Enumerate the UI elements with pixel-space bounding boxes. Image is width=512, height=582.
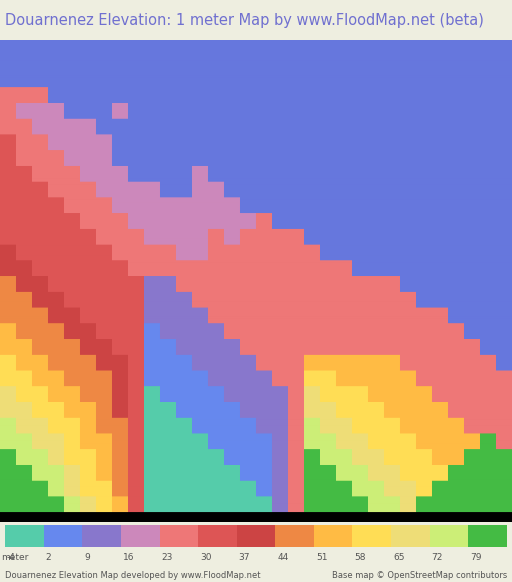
Text: 79: 79 xyxy=(470,552,482,562)
Text: 37: 37 xyxy=(239,552,250,562)
Bar xyxy=(314,525,352,547)
Bar xyxy=(82,525,121,547)
Text: 65: 65 xyxy=(393,552,404,562)
Text: 51: 51 xyxy=(316,552,327,562)
Bar xyxy=(121,525,160,547)
Bar xyxy=(44,525,82,547)
Bar xyxy=(5,525,44,547)
Bar xyxy=(198,525,237,547)
Text: 30: 30 xyxy=(200,552,211,562)
Text: 58: 58 xyxy=(354,552,366,562)
Text: Douarnenez Elevation Map developed by www.FloodMap.net: Douarnenez Elevation Map developed by ww… xyxy=(5,571,261,580)
Bar xyxy=(237,525,275,547)
Text: Base map © OpenStreetMap contributors: Base map © OpenStreetMap contributors xyxy=(332,571,507,580)
Bar xyxy=(430,525,468,547)
Bar xyxy=(352,525,391,547)
Text: Douarnenez Elevation: 1 meter Map by www.FloodMap.net (beta): Douarnenez Elevation: 1 meter Map by www… xyxy=(5,12,484,27)
Text: -4: -4 xyxy=(7,552,16,562)
Bar xyxy=(391,525,430,547)
Bar xyxy=(468,525,507,547)
Bar xyxy=(160,525,198,547)
Bar xyxy=(275,525,314,547)
Text: 72: 72 xyxy=(432,552,443,562)
Text: 9: 9 xyxy=(84,552,90,562)
Text: 16: 16 xyxy=(123,552,134,562)
Text: 44: 44 xyxy=(277,552,288,562)
Text: 2: 2 xyxy=(46,552,51,562)
Text: 23: 23 xyxy=(161,552,173,562)
Text: meter: meter xyxy=(1,552,28,562)
